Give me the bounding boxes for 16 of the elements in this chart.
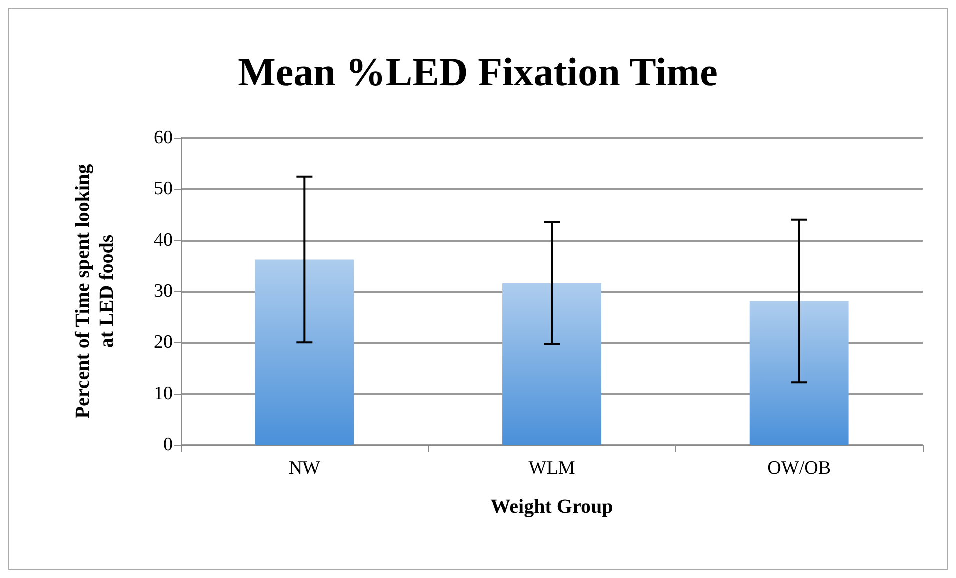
y-tick-label: 10 — [154, 383, 173, 404]
y-tick-label: 60 — [154, 128, 173, 148]
x-tick-label: OW/OB — [768, 458, 831, 479]
x-tick-label: WLM — [528, 458, 576, 479]
x-axis-title: Weight Group — [490, 496, 614, 518]
bar — [502, 283, 602, 445]
bar — [750, 301, 849, 445]
x-tick-label: NW — [288, 458, 321, 479]
y-tick-label: 20 — [154, 332, 173, 354]
y-tick-label: 30 — [154, 281, 173, 302]
chart-title: Mean %LED Fixation Time — [238, 50, 718, 94]
bar — [255, 260, 354, 445]
y-axis-title: Percent of Time spent looking at LED foods — [72, 164, 118, 419]
y-tick-label: 50 — [154, 178, 173, 200]
y-tick-label: 0 — [164, 434, 173, 456]
y-tick-label: 40 — [154, 230, 173, 251]
